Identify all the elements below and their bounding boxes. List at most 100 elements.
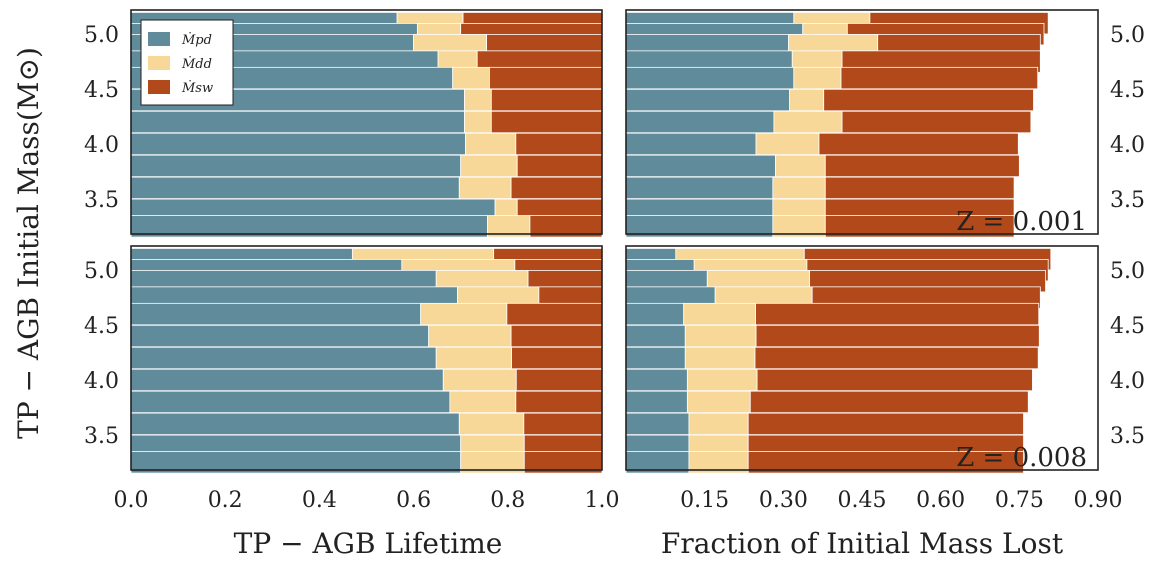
y-tick-label-bottom-left-5-0: 5.0 — [84, 259, 119, 284]
bar-mpd-bottom-left-9 — [130, 412, 460, 436]
x-tick-label-bottom-left-1-0: 1.0 — [585, 488, 620, 513]
bar-mpd-bottom-left-8 — [130, 390, 451, 414]
x-tick-label-bottom-right-0-75: 0.75 — [995, 488, 1044, 513]
bar-mdd-bottom-left-7 — [442, 368, 517, 392]
annotation-z-0-001: Z = 0.001 — [956, 207, 1087, 237]
bar-mpd-top-right-8 — [625, 154, 776, 178]
annotation-z-0-008: Z = 0.008 — [956, 443, 1087, 473]
bar-msw-bottom-left-6 — [511, 346, 603, 370]
bar-mdd-top-left-7 — [465, 132, 517, 156]
x-tick-label-bottom-left-0-6: 0.6 — [396, 488, 431, 513]
y-tick-label-top-left-4-0: 4.0 — [84, 133, 119, 158]
bar-mdd-top-right-6 — [773, 110, 843, 134]
y-tick-label-top-right-5-0: 5.0 — [1110, 23, 1145, 48]
bar-mdd-bottom-right-6 — [684, 346, 756, 370]
y-tick-label-top-right-3-5: 3.5 — [1110, 188, 1145, 213]
bar-mpd-top-right-4 — [625, 66, 795, 90]
bar-msw-top-right-7 — [818, 132, 1019, 156]
y-tick-label-bottom-right-4-0: 4.0 — [1110, 369, 1145, 394]
bar-mpd-bottom-right-9 — [625, 412, 690, 436]
bar-mpd-top-left-8 — [130, 154, 462, 178]
legend-label-mpd: Ṁpd — [181, 31, 212, 48]
bar-msw-bottom-right-6 — [754, 346, 1039, 370]
plot-frame-top-right — [625, 9, 1099, 235]
legend-label-mdd: Ṁdd — [181, 55, 212, 72]
y-tick-label-bottom-right-4-5: 4.5 — [1110, 314, 1145, 339]
bar-mpd-top-right-5 — [625, 88, 791, 112]
bar-msw-top-left-4 — [489, 66, 603, 90]
y-axis-title: TP − AGB Initial Mass(M⊙) — [12, 47, 45, 439]
y-tick-label-bottom-left-3-5: 3.5 — [84, 424, 119, 449]
bar-msw-top-left-8 — [516, 154, 603, 178]
bar-mpd-bottom-left-5 — [130, 324, 430, 348]
bar-msw-bottom-right-9 — [747, 412, 1024, 436]
bar-mdd-top-right-5 — [789, 88, 825, 112]
panel-bottom-right: 5.0 4.5 4.0 3.5 0.15 0.30 0.45 0.60 0.75 0.90 — [625, 245, 1145, 513]
plot-frame-bottom-left — [130, 245, 603, 471]
y-tick-label-bottom-right-3-5: 3.5 — [1110, 424, 1145, 449]
plot-frame-bottom-right — [625, 245, 1099, 471]
bar-mpd-top-left-7 — [130, 132, 466, 156]
bar-mdd-bottom-right-4 — [683, 302, 756, 326]
bar-mdd-top-left-6 — [464, 110, 492, 134]
bar-msw-top-left-9 — [510, 176, 603, 200]
bar-msw-top-right-5 — [823, 88, 1034, 112]
bar-mpd-bottom-right-7 — [625, 368, 688, 392]
bar-msw-bottom-left-8 — [515, 390, 603, 414]
y-tick-label-top-left-3-5: 3.5 — [84, 188, 119, 213]
bar-mpd-top-right-6 — [625, 110, 775, 134]
bar-mpd-top-right-7 — [625, 132, 757, 156]
bar-msw-bottom-left-4 — [506, 302, 603, 326]
bar-mpd-bottom-left-7 — [130, 368, 444, 392]
legend: Ṁpd Ṁdd Ṁsw — [140, 19, 234, 106]
bar-mdd-bottom-left-5 — [428, 324, 512, 348]
bar-msw-bottom-left-5 — [510, 324, 603, 348]
bar-mpd-bottom-right-4 — [625, 302, 685, 326]
x-tick-label-bottom-right-0-30: 0.30 — [759, 488, 808, 513]
x-tick-label-bottom-left-0-8: 0.8 — [490, 488, 525, 513]
bar-msw-bottom-left-7 — [515, 368, 603, 392]
bar-msw-top-left-5 — [490, 88, 603, 112]
panel-top-right: 5.0 4.5 4.0 3.5 — [625, 9, 1145, 238]
bar-mdd-top-left-4 — [452, 66, 490, 90]
bar-msw-top-left-7 — [515, 132, 603, 156]
x-tick-label-bottom-left-0-4: 0.4 — [302, 488, 337, 513]
bar-msw-bottom-left-9 — [523, 412, 603, 436]
y-tick-label-bottom-right-5-0: 5.0 — [1110, 259, 1145, 284]
bar-msw-top-right-8 — [824, 154, 1020, 178]
bar-msw-top-right-9 — [824, 176, 1015, 200]
legend-swatch-mdd — [148, 56, 170, 70]
bar-msw-top-right-6 — [841, 110, 1032, 134]
x-tick-label-bottom-right-0-15: 0.15 — [680, 488, 729, 513]
bar-msw-bottom-right-7 — [756, 368, 1033, 392]
bar-mpd-bottom-right-5 — [625, 324, 686, 348]
y-tick-label-bottom-left-4-0: 4.0 — [84, 369, 119, 394]
bar-mdd-bottom-left-9 — [458, 412, 525, 436]
y-tick-label-top-right-4-0: 4.0 — [1110, 133, 1145, 158]
x-axis-title-left: TP − AGB Lifetime — [234, 527, 503, 560]
bar-mdd-top-right-8 — [775, 154, 826, 178]
panel-bottom-left: 5.0 4.5 4.0 3.5 0.0 0.2 0.4 0.6 0.8 1.0 — [84, 245, 620, 513]
bar-mdd-top-left-9 — [458, 176, 512, 200]
y-tick-label-bottom-left-4-5: 4.5 — [84, 314, 119, 339]
legend-swatch-mpd — [148, 32, 170, 46]
bar-msw-bottom-right-11 — [747, 451, 1024, 474]
bar-mpd-bottom-right-6 — [625, 346, 686, 370]
bar-mdd-top-right-9 — [772, 176, 826, 200]
bar-msw-top-right-4 — [840, 66, 1039, 90]
bar-mdd-bottom-left-4 — [420, 302, 508, 326]
y-tick-label-top-right-4-5: 4.5 — [1110, 78, 1145, 103]
bar-mdd-top-right-7 — [755, 132, 820, 156]
x-axis-title-right: Fraction of Initial Mass Lost — [661, 527, 1064, 560]
x-tick-label-bottom-left-0-0: 0.0 — [114, 488, 149, 513]
bar-mpd-top-left-9 — [130, 176, 460, 200]
bar-mpd-bottom-left-6 — [130, 346, 437, 370]
x-tick-label-bottom-right-0-90: 0.90 — [1074, 488, 1123, 513]
bar-mdd-top-left-8 — [460, 154, 518, 178]
bar-mdd-bottom-right-8 — [686, 390, 751, 414]
bar-mpd-top-right-9 — [625, 176, 774, 200]
x-tick-label-bottom-right-0-60: 0.60 — [916, 488, 965, 513]
x-tick-label-bottom-right-0-45: 0.45 — [838, 488, 887, 513]
bar-mdd-top-right-4 — [793, 66, 842, 90]
